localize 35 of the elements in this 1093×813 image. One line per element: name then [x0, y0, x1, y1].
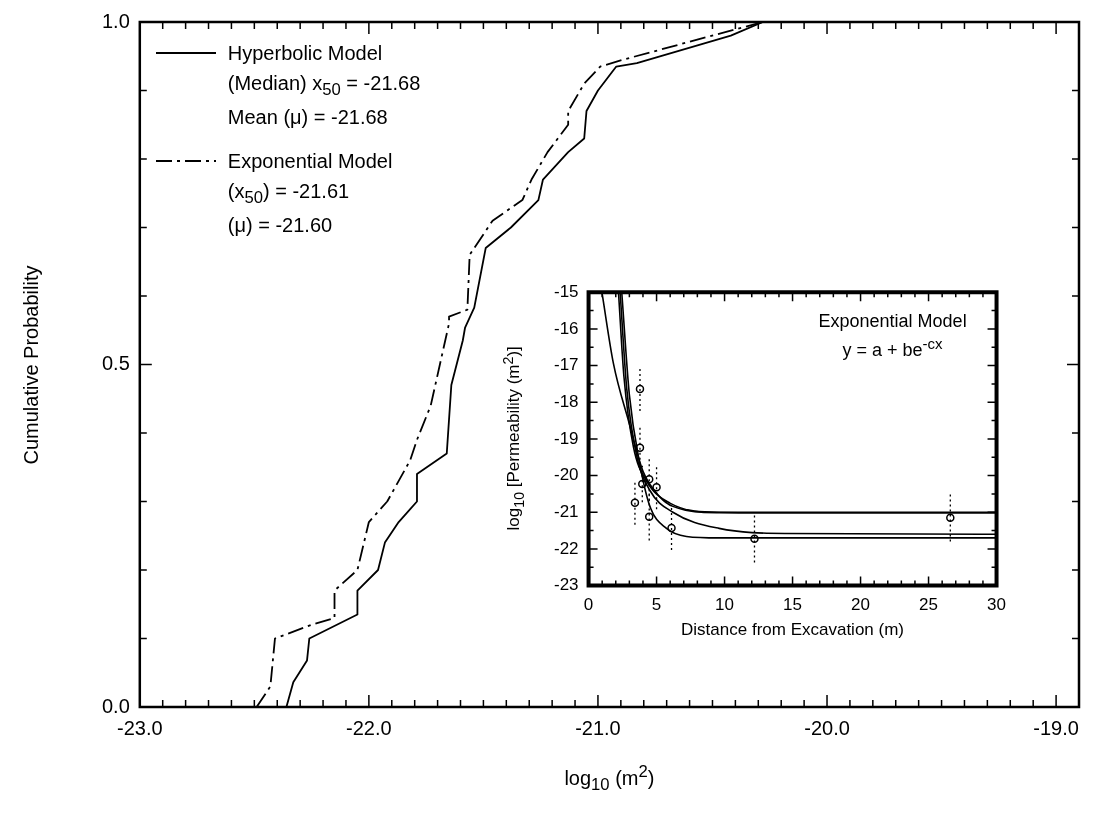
legend-label: Hyperbolic Model [227, 41, 383, 66]
y-tick-label: -22 [553, 538, 579, 558]
x-tick-label: 0 [583, 595, 594, 615]
x-tick-label: -19.0 [1033, 716, 1079, 739]
text: Exponential Model [818, 310, 967, 334]
x-tick-label: -20.0 [804, 716, 850, 739]
annotation: (x$_{50}$) = -21.61 [226, 179, 351, 209]
annotation: (μ) = -21.60 [226, 213, 334, 238]
y-tick-label: -16 [553, 318, 579, 338]
y-axis-title: Cumulative Probability [19, 265, 42, 464]
annotation: Mean (μ) = -21.68 [226, 105, 389, 130]
x-tick-label: 20 [851, 595, 871, 615]
text: y = a + be$^{-cx}$ [841, 333, 944, 362]
x-axis-title: Distance from Excavation (m) [681, 619, 904, 640]
x-tick-label: 25 [919, 595, 939, 615]
x-tick-label: 30 [987, 595, 1007, 615]
x-tick-label: -23.0 [117, 716, 163, 739]
y-tick-label: -23 [553, 575, 579, 595]
x-tick-label: -21.0 [575, 716, 621, 739]
x-axis-title: log$_{10}$ (m$^{2}$) [564, 762, 655, 794]
y-tick-label: 0.0 [101, 694, 130, 717]
x-tick-label: 15 [783, 595, 803, 615]
y-tick-label: 0.5 [101, 352, 130, 375]
y-tick-label: -20 [553, 465, 579, 485]
y-tick-label: -18 [553, 391, 579, 411]
annotation: (Median) x$_{50}$ = -21.68 [226, 71, 421, 101]
legend-label: Exponential Model [227, 149, 393, 174]
x-tick-label: 10 [715, 595, 735, 615]
y-tick-label: -15 [553, 281, 579, 301]
x-tick-label: 5 [651, 595, 662, 615]
y-tick-label: -21 [553, 501, 579, 521]
y-tick-label: -17 [553, 355, 579, 375]
y-tick-label: -19 [553, 428, 579, 448]
y-tick-label: 1.0 [101, 9, 130, 32]
x-tick-label: -22.0 [346, 716, 392, 739]
